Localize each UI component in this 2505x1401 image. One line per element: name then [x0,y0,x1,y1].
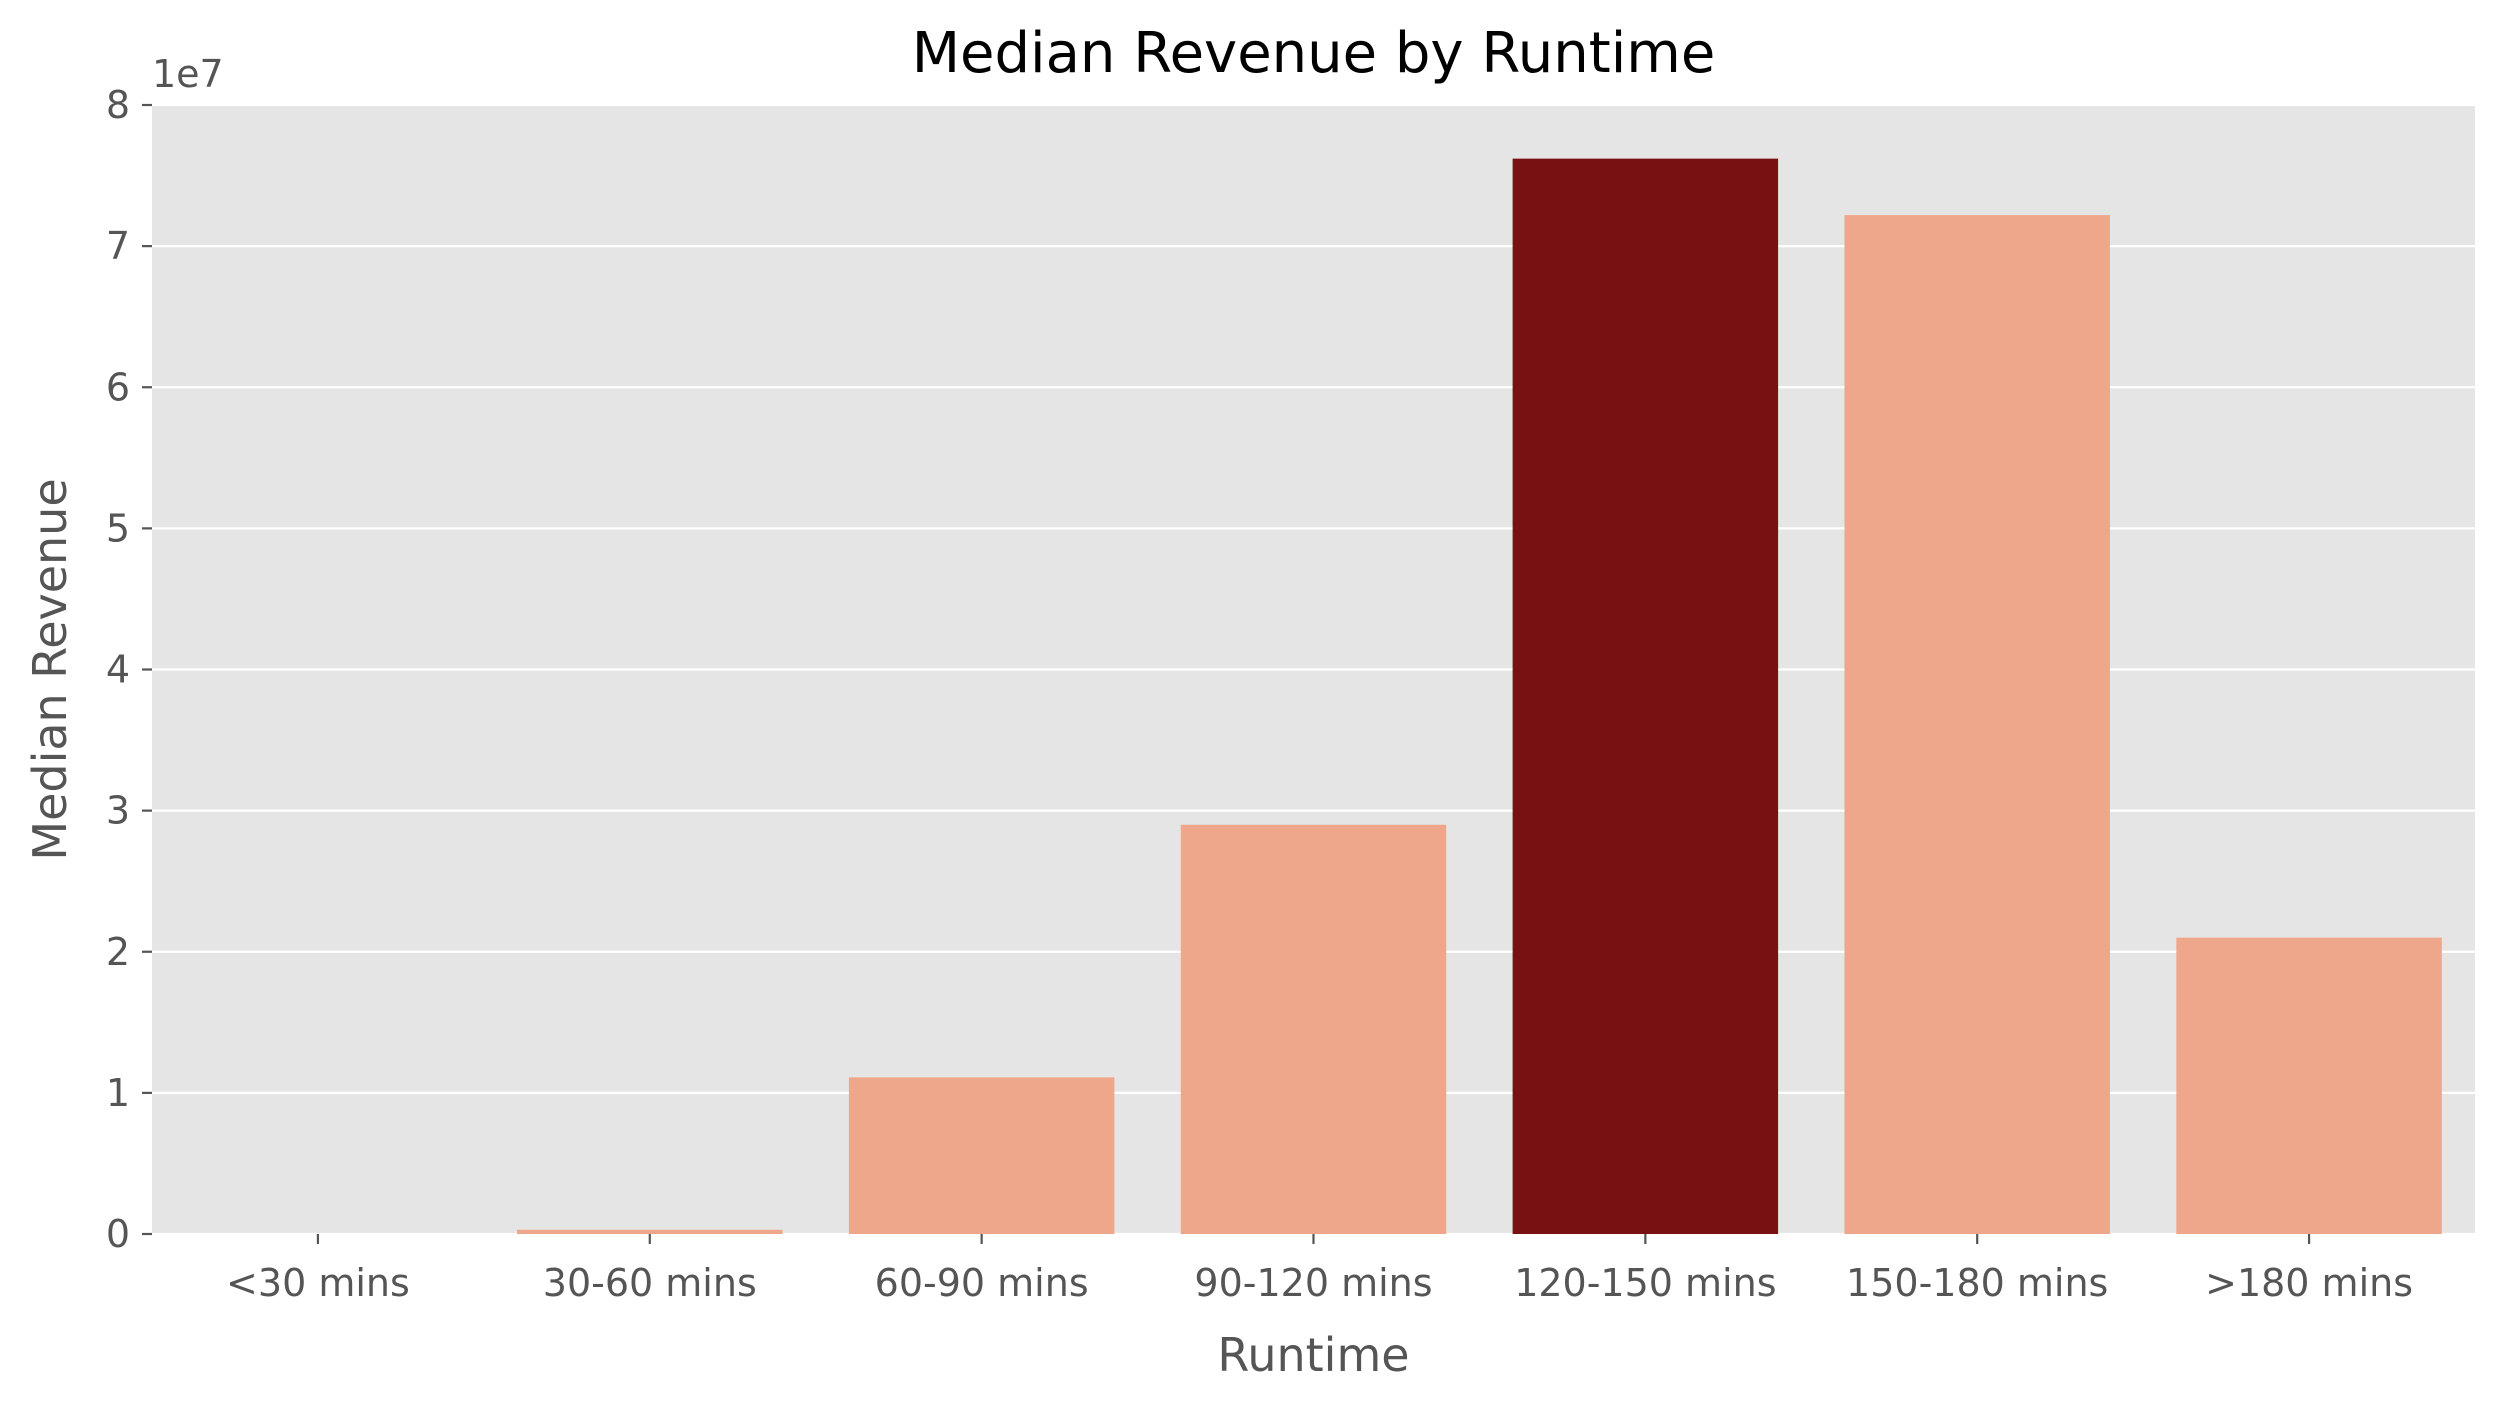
x-tick-label: 120-150 mins [1514,1261,1776,1305]
bar [1180,824,1447,1234]
y-axis-ticks: 0 1 2 3 4 5 6 7 8 [106,83,152,1256]
y-axis-label: Median Revenue [23,478,77,860]
y-tick-label: 7 [106,224,130,268]
x-axis-ticks: <30 mins 30-60 mins 60-90 mins 90-120 mins 1… [226,1234,2413,1305]
bar [1512,158,1779,1235]
y-tick-label: 0 [106,1212,130,1256]
y-tick-label: 2 [106,930,130,974]
y-tick-label: 3 [106,789,130,833]
bar [848,1077,1115,1234]
bars [517,158,2442,1235]
y-tick-label: 5 [106,506,130,550]
bar [2176,937,2442,1234]
y-tick-label: 6 [106,365,130,409]
x-axis-label: Runtime [1217,1328,1409,1382]
x-tick-label: 60-90 mins [875,1261,1089,1305]
bar [1844,215,2110,1234]
x-tick-label: <30 mins [226,1261,410,1305]
x-tick-label: 150-180 mins [1846,1261,2108,1305]
y-tick-label: 1 [106,1071,130,1115]
y-tick-label: 4 [106,648,130,692]
bar [517,1229,783,1234]
x-tick-label: >180 mins [2205,1261,2413,1305]
x-tick-label: 30-60 mins [543,1261,757,1305]
y-axis-offset-label: 1e7 [152,52,224,96]
y-tick-label: 8 [106,83,130,127]
chart-title: Median Revenue by Runtime [912,21,1716,86]
x-tick-label: 90-120 mins [1194,1261,1432,1305]
